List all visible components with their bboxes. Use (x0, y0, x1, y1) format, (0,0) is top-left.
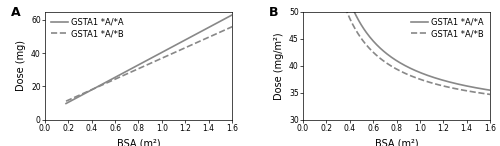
Text: B: B (270, 6, 279, 19)
X-axis label: BSA (m²): BSA (m²) (374, 138, 418, 146)
GSTA1 *A/*A (95, 86, 101, 87)
GSTA1 *A/*B (493, 94, 499, 96)
X-axis label: BSA (m²): BSA (m²) (116, 138, 160, 146)
Line: GSTA1 *A/*B: GSTA1 *A/*B (324, 0, 496, 95)
GSTA1 *A/*A (70, 99, 76, 101)
GSTA1 *A/*B (484, 93, 490, 95)
GSTA1 *A/*A (63, 103, 69, 104)
GSTA1 *A/*A (478, 88, 484, 90)
GSTA1 *A/*B (353, 29, 359, 31)
GSTA1 *A/*A (226, 16, 232, 17)
GSTA1 *A/*A (484, 89, 490, 91)
Legend: GSTA1 *A/*A, GSTA1 *A/*B: GSTA1 *A/*A, GSTA1 *A/*B (49, 16, 126, 40)
GSTA1 *A/*B (220, 30, 226, 32)
GSTA1 *A/*B (109, 80, 115, 81)
Line: GSTA1 *A/*A: GSTA1 *A/*A (66, 12, 238, 104)
GSTA1 *A/*B (70, 97, 76, 99)
GSTA1 *A/*A (220, 19, 226, 21)
Y-axis label: Dose (mg): Dose (mg) (16, 40, 26, 91)
GSTA1 *A/*A (74, 97, 80, 99)
GSTA1 *A/*B (478, 92, 484, 94)
GSTA1 *A/*B (235, 23, 241, 25)
GSTA1 *A/*A (353, 15, 359, 16)
GSTA1 *A/*A (235, 11, 241, 13)
Y-axis label: Dose (mg/m²): Dose (mg/m²) (274, 32, 283, 100)
GSTA1 *A/*B (95, 86, 101, 88)
GSTA1 *A/*B (367, 48, 373, 50)
GSTA1 *A/*A (367, 36, 373, 38)
GSTA1 *A/*B (226, 27, 232, 29)
Line: GSTA1 *A/*A: GSTA1 *A/*A (324, 0, 496, 91)
GSTA1 *A/*B (63, 100, 69, 102)
Line: GSTA1 *A/*B: GSTA1 *A/*B (66, 24, 238, 101)
Legend: GSTA1 *A/*A, GSTA1 *A/*B: GSTA1 *A/*A, GSTA1 *A/*B (410, 16, 486, 40)
GSTA1 *A/*A (493, 90, 499, 92)
GSTA1 *A/*B (74, 96, 80, 97)
GSTA1 *A/*A (109, 78, 115, 80)
Text: A: A (12, 6, 21, 19)
